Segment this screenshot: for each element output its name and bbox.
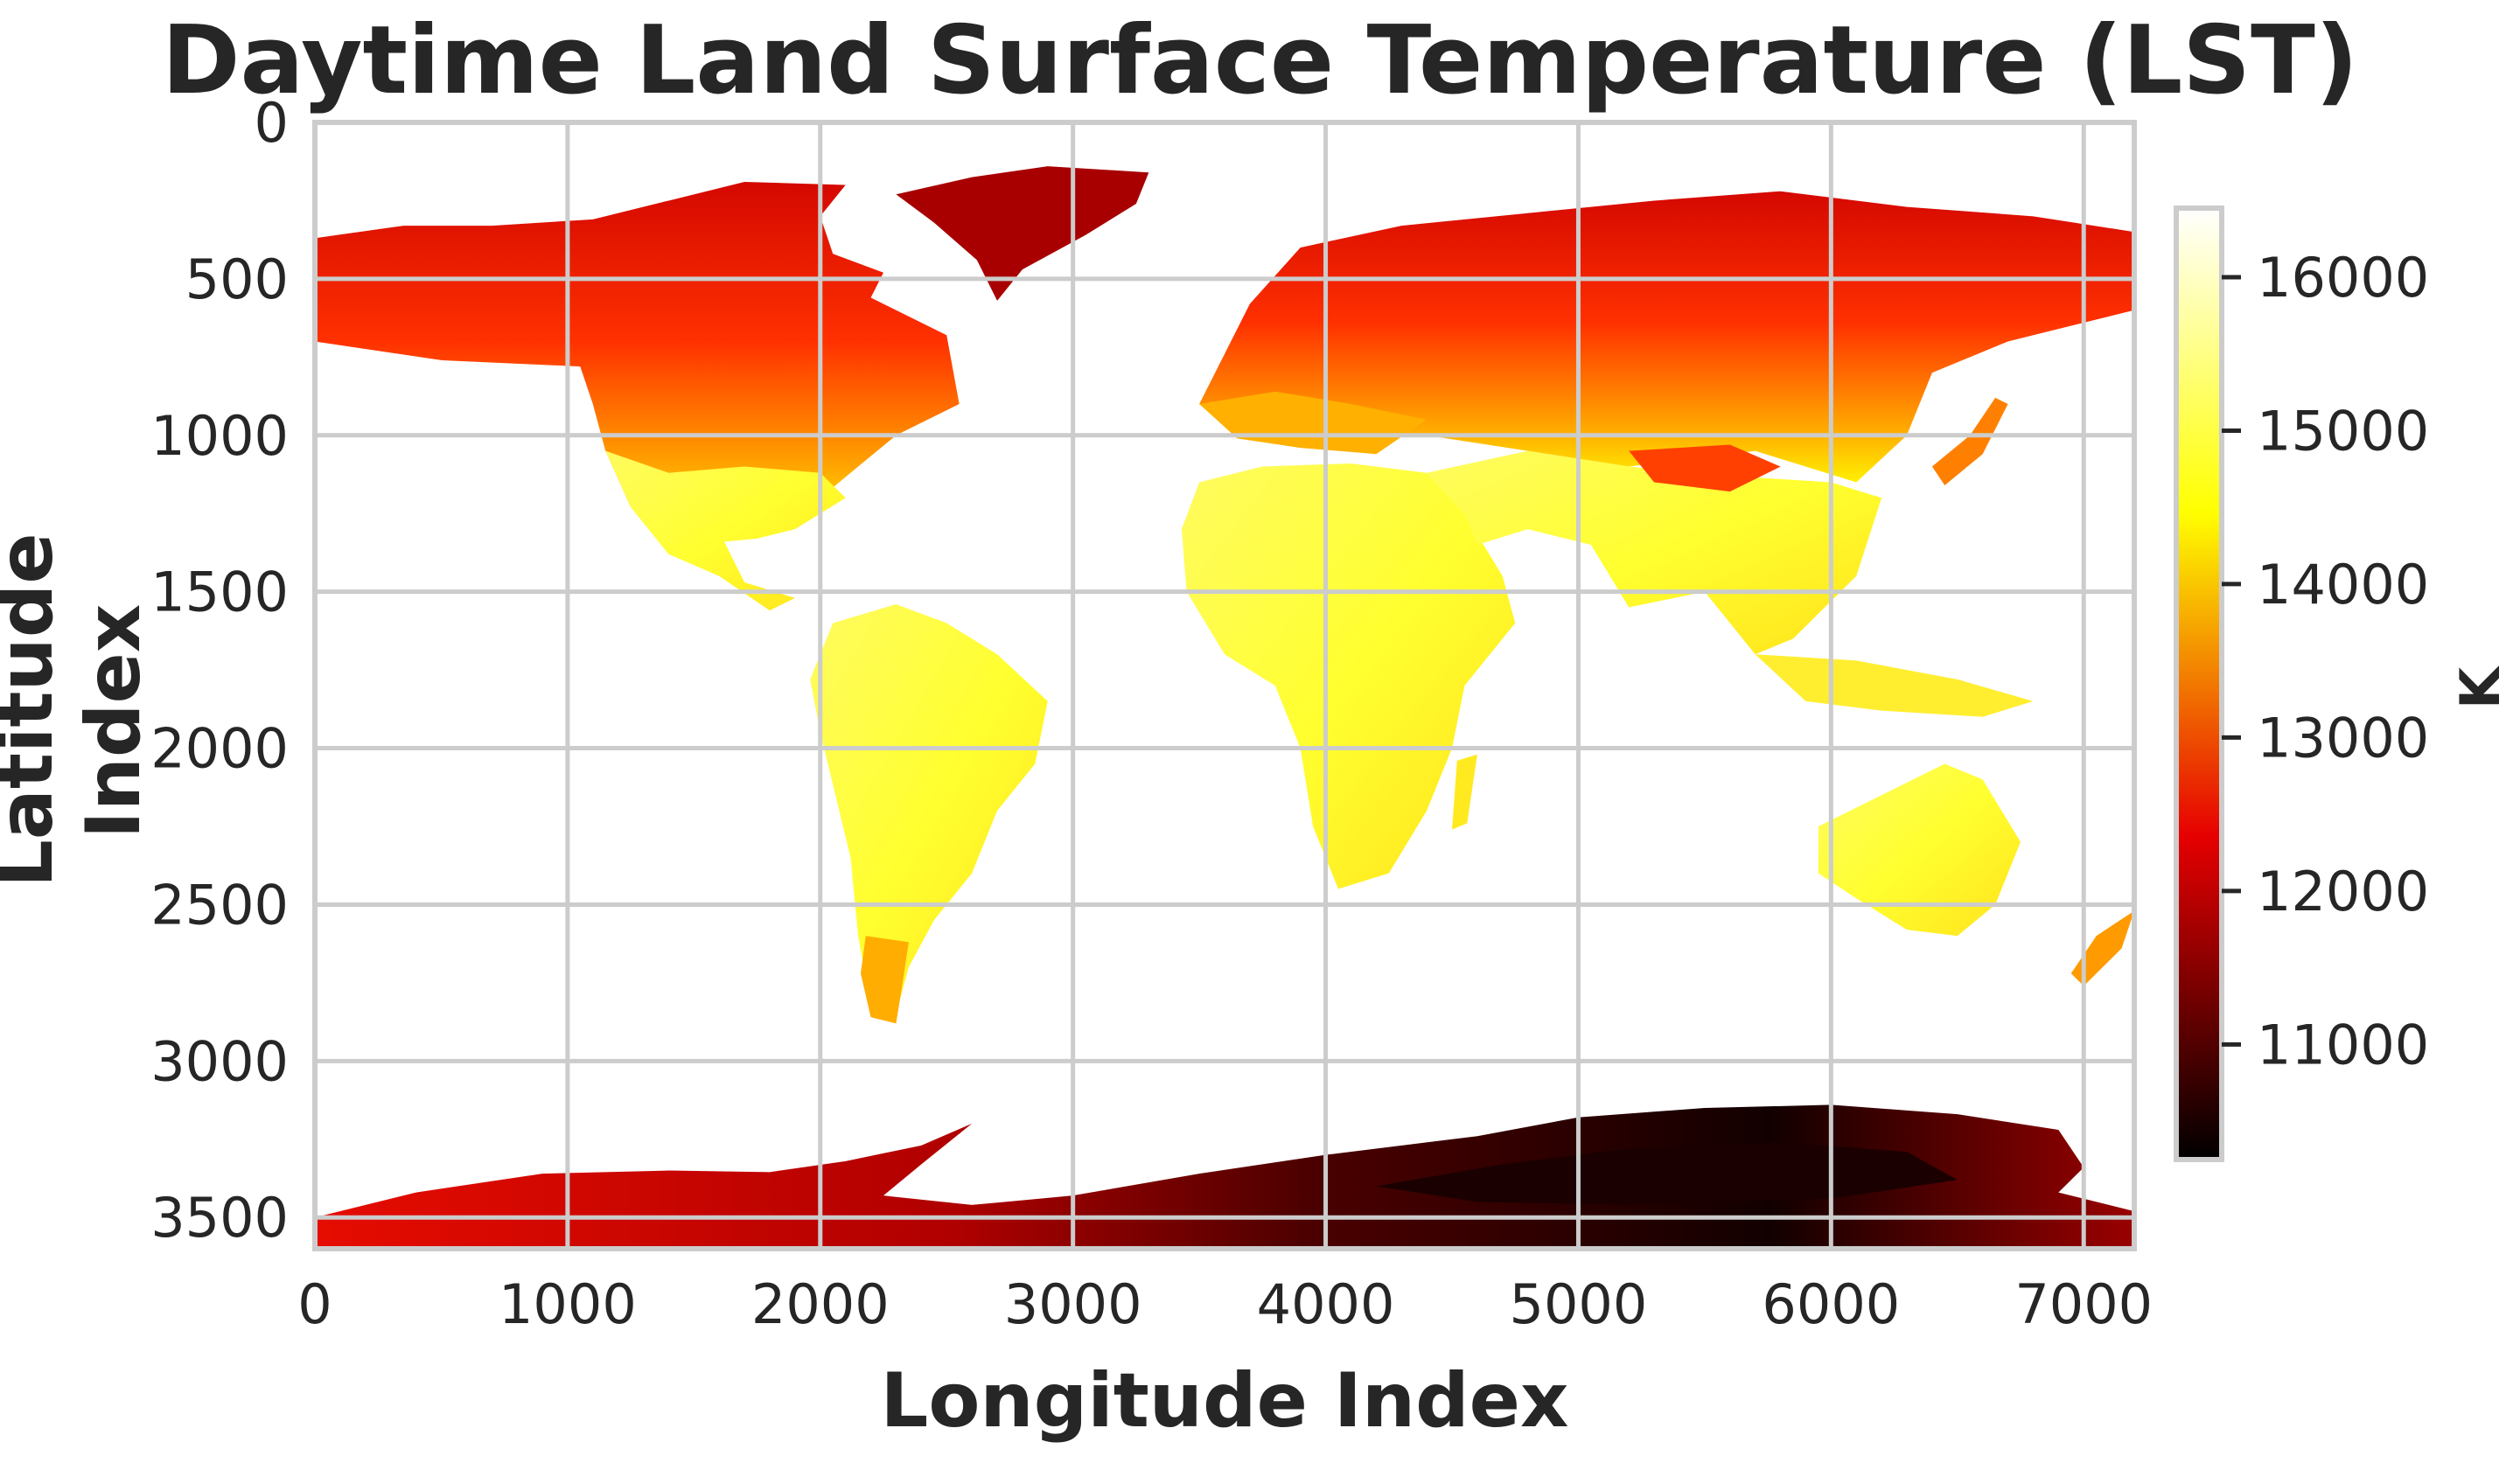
x-tick-label: 6000 — [1762, 1272, 1900, 1336]
x-tick-label: 0 — [297, 1272, 332, 1336]
colorbar-tick-label: 16000 — [2257, 246, 2429, 310]
y-tick-label: 0 — [255, 91, 289, 155]
asia-south — [1427, 450, 1882, 655]
north-america-south — [605, 450, 846, 611]
greenland-region — [896, 166, 1149, 301]
x-tick-label: 5000 — [1510, 1272, 1648, 1336]
japan-region — [1931, 397, 2008, 486]
y-tick-label: 3500 — [150, 1186, 289, 1250]
antarctica-interior — [1376, 1142, 1958, 1205]
antarctica-region — [315, 1104, 2134, 1249]
africa-region — [1181, 463, 1516, 889]
north-america-region — [315, 181, 960, 536]
chart-title: Daytime Land Surface Temperature (LST) — [161, 6, 2359, 115]
x-tick-label: 3000 — [1004, 1272, 1142, 1336]
x-tick-label: 2000 — [751, 1272, 890, 1336]
colorbar-tick-label: 11000 — [2257, 1013, 2429, 1076]
australia-region — [1818, 763, 2021, 937]
x-axis-label: Longitude Index — [880, 1357, 1569, 1445]
eurasia-north — [1199, 191, 2134, 483]
y-tick-label: 2500 — [150, 873, 289, 937]
x-tick-label: 1000 — [499, 1272, 637, 1336]
y-tick-label: 1500 — [150, 561, 289, 624]
map-image — [315, 166, 2134, 1249]
europe-south — [1199, 391, 1428, 455]
tibet-region — [1629, 444, 1781, 492]
x-tick-label: 4000 — [1257, 1272, 1395, 1336]
y-tick-label: 500 — [185, 247, 289, 311]
madagascar — [1452, 754, 1477, 830]
colorbar-tick-label: 13000 — [2257, 706, 2429, 770]
colorbar-label: K — [2448, 666, 2512, 710]
colorbar-tick-label: 14000 — [2257, 553, 2429, 617]
plot-frame — [312, 120, 2137, 1251]
y-axis-label: Latitude Index — [0, 533, 157, 888]
colorbar — [2174, 206, 2224, 1162]
colorbar-tick-label: 15000 — [2257, 399, 2429, 463]
colorbar-tick-label: 12000 — [2257, 860, 2429, 923]
grid-lines — [315, 122, 2134, 1249]
new-zealand-region — [2070, 910, 2134, 986]
x-tick-label: 7000 — [2014, 1272, 2153, 1336]
y-tick-label: 2000 — [150, 717, 289, 781]
south-america-region — [810, 603, 1048, 1014]
indonesia-region — [1755, 654, 2034, 717]
y-tick-label: 1000 — [150, 404, 289, 468]
patagonia-region — [861, 936, 909, 1024]
y-tick-label: 3000 — [150, 1029, 289, 1093]
